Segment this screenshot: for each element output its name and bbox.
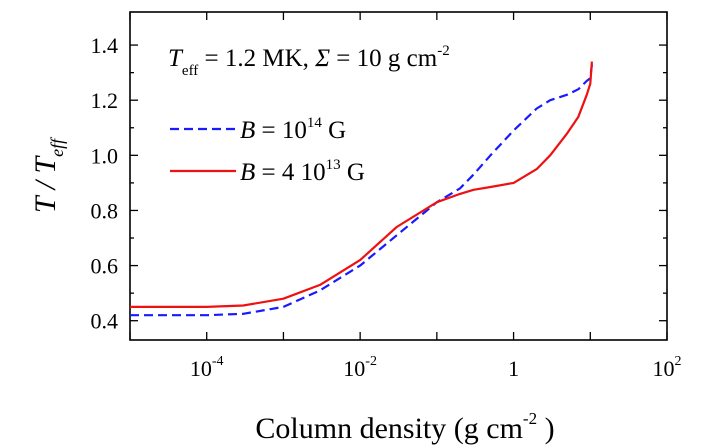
y-axis-label-main: T / T <box>29 155 62 213</box>
legend-label-b4e13: B = 4 1013 G <box>240 157 365 186</box>
x-tick-label: 10-2 <box>343 354 377 381</box>
y-tick-label: 0.4 <box>91 309 119 334</box>
annotation-teff-value: = 1.2 MK, <box>198 45 315 72</box>
x-tick-label: 102 <box>653 354 682 381</box>
x-tick-label: 10-4 <box>190 354 224 381</box>
y-axis-label: T / Teff <box>29 136 67 213</box>
y-tick-label: 1.2 <box>91 88 119 113</box>
x-axis-label-exp: -2 <box>523 409 537 428</box>
legend-b14-symbol: B <box>240 117 255 144</box>
tick-labels: 0.4 0.6 0.8 1.0 1.2 1.4 10-4 10-2 1 102 <box>91 33 682 381</box>
y-axis-label-sub: eff <box>47 136 67 157</box>
x-axis-label-close: ) <box>537 412 555 445</box>
legend-b4e13-exp: 13 <box>326 157 341 173</box>
legend: B = 1014 G B = 4 1013 G <box>170 115 365 186</box>
parameters-annotation: Teff = 1.2 MK, Σ = 10 g cm-2 <box>168 43 450 79</box>
legend-b14-value: = 10 <box>255 117 307 144</box>
legend-b14-exp: 14 <box>307 115 323 131</box>
annotation-teff: T <box>168 45 184 72</box>
annotation-sigma-value: = 10 g cm <box>330 45 438 72</box>
x-axis-label-main: Column density (g cm <box>255 412 522 445</box>
legend-label-b14: B = 1014 G <box>240 115 346 144</box>
annotation-sigma: Σ <box>314 45 330 72</box>
series-line-1 <box>130 61 593 308</box>
y-tick-label: 0.8 <box>91 198 119 223</box>
series-group <box>130 61 593 317</box>
axis-ticks <box>129 12 668 340</box>
x-tick-label: 1 <box>508 356 519 381</box>
annotation-teff-sub: eff <box>182 63 198 79</box>
legend-b4e13-value: = 4 10 <box>255 159 325 186</box>
y-tick-label: 1.0 <box>91 143 119 168</box>
legend-b4e13-unit: G <box>341 159 365 186</box>
annotation-sigma-exp: -2 <box>437 43 450 59</box>
plot-frame <box>129 11 668 341</box>
y-tick-label: 0.6 <box>91 254 119 279</box>
y-tick-label: 1.4 <box>91 33 119 58</box>
series-line-0 <box>130 64 593 317</box>
x-axis-label: Column density (g cm-2 ) <box>255 409 554 445</box>
legend-b4e13-symbol: B <box>240 159 255 186</box>
legend-b14-unit: G <box>322 117 346 144</box>
